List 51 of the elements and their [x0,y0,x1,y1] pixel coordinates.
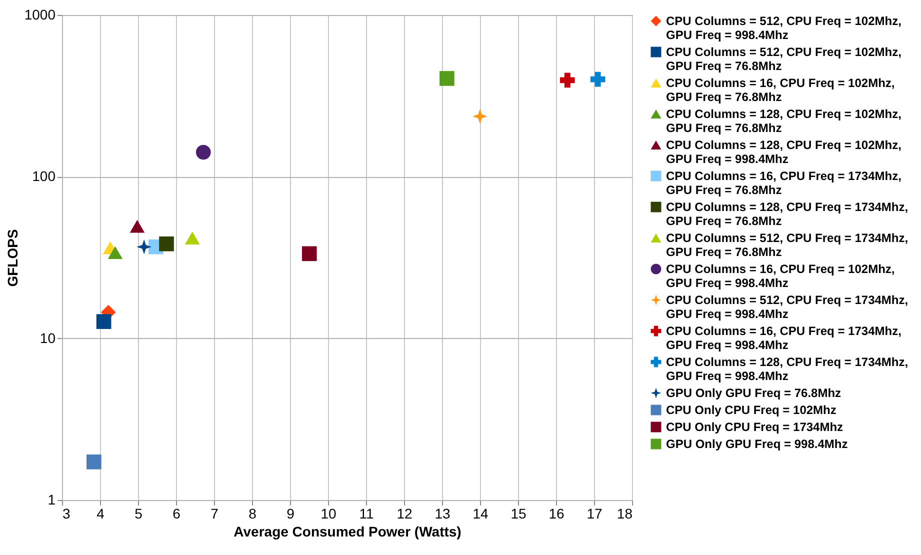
legend-label: CPU Columns = 512, CPU Freq = 1734Mhz, GPU Freq = 76.8Mhz [666,231,908,259]
legend-label: CPU Columns = 128, CPU Freq = 102Mhz, GPU Freq = 998.4Mhz [666,138,902,166]
legend-label: CPU Columns = 16, CPU Freq = 102Mhz, GPU Freq = 76.8Mhz [666,76,895,104]
point [136,239,152,254]
point [86,454,102,470]
y-tick-label: 1 [48,492,56,508]
legend-label: GPU Only GPU Freq = 76.8Mhz [666,386,842,400]
point [196,144,211,160]
x-tick-label: 15 [510,506,526,522]
x-tick-label: 18 [616,506,633,522]
legend-label: CPU Columns = 16, CPU Freq = 102Mhz, GPU Freq = 998.4Mhz [666,262,895,290]
x-tick-label: 3 [62,506,70,522]
point [96,314,112,329]
x-tick-label: 16 [548,506,564,522]
y-axis-title: GFLOPS [4,229,20,287]
point [108,246,123,260]
x-tick-label: 7 [210,506,219,522]
x-tick-label: 13 [434,506,450,522]
point [184,232,200,244]
legend-label: CPU Columns = 512, CPU Freq = 1734Mhz, GPU Freq = 998.4Mhz [666,293,908,321]
legend-label: CPU Columns = 16, CPU Freq = 1734Mhz, GPU Freq = 76.8Mhz [666,169,902,197]
x-tick-label: 5 [134,506,143,522]
point [159,236,174,252]
legend-label: CPU Columns = 512, CPU Freq = 102Mhz, GPU Freq = 998.4Mhz [666,14,902,42]
point [560,72,575,88]
point [440,71,454,86]
x-tick-label: 12 [396,506,412,522]
legend-label: CPU Only CPU Freq = 1734Mhz [666,420,844,434]
legend-label: CPU Only CPU Freq = 102Mhz [666,403,836,417]
legend-label: GPU Only GPU Freq = 998.4Mhz [666,437,848,451]
legend-label: CPU Columns = 128, CPU Freq = 1734Mhz, GPU Freq = 998.4Mhz [666,355,908,383]
x-tick-label: 17 [586,506,602,522]
legend-label: CPU Columns = 16, CPU Freq = 1734Mhz, GPU Freq = 998.4Mhz [666,324,902,352]
x-tick-label: 14 [472,506,488,522]
y-tick-label: 100 [32,168,56,184]
point [472,108,488,124]
x-tick-label: 11 [359,506,374,522]
x-tick-label: 9 [286,506,295,522]
x-tick-label: 4 [96,506,105,522]
legend-label: CPU Columns = 128, CPU Freq = 102Mhz, GPU Freq = 76.8Mhz [666,107,902,135]
legend-label: CPU Columns = 128, CPU Freq = 1734Mhz, GPU Freq = 76.8Mhz [666,200,908,228]
point [590,72,606,87]
legend-label: CPU Columns = 512, CPU Freq = 102Mhz, GPU Freq = 76.8Mhz [666,45,902,73]
x-tick-label: 8 [248,506,257,522]
point [302,246,317,262]
y-tick-label: 10 [40,330,56,346]
x-tick-label: 6 [172,506,181,522]
x-axis-title: Average Consumed Power (Watts) [234,524,462,540]
y-tick-label: 1000 [24,6,56,22]
point [130,220,145,233]
x-tick-label: 10 [320,506,336,522]
